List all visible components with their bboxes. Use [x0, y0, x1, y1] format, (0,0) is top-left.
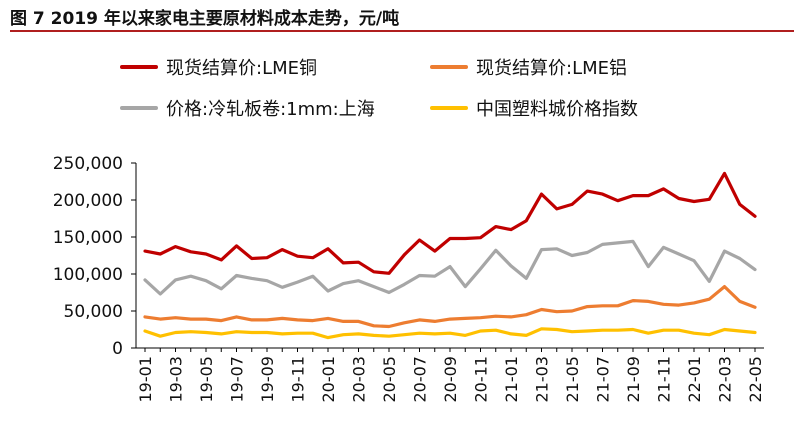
- legend-item-plastic: 中国塑料城价格指数: [430, 95, 638, 121]
- legend-label-steel: 价格:冷轧板卷:1mm:上海: [166, 99, 375, 120]
- y-tick-label: 200,000: [53, 191, 123, 211]
- y-tick-label: 50,000: [64, 302, 123, 322]
- y-tick-label: 0: [112, 339, 123, 359]
- x-tick-label: 21-09: [624, 356, 643, 403]
- series-line-2: [143, 239, 757, 296]
- legend-swatch-copper: [120, 65, 158, 69]
- legend-item-copper: 现货结算价:LME铜: [120, 54, 317, 80]
- x-tick-label: 21-03: [533, 356, 552, 403]
- legend-label-copper: 现货结算价:LME铜: [166, 58, 317, 79]
- x-tick-label: 20-01: [319, 356, 338, 403]
- series-line-0: [143, 171, 757, 275]
- x-tick-label: 19-05: [197, 356, 216, 403]
- x-tick-label: 19-01: [136, 356, 155, 403]
- x-tick-label: 22-01: [685, 356, 704, 403]
- y-tick-label: 250,000: [53, 154, 123, 174]
- x-tick-label: 22-03: [716, 356, 735, 403]
- x-tick-label: 20-05: [380, 356, 399, 403]
- figure-title: 图 7 2019 年以来家电主要原材料成本走势，元/吨: [10, 9, 400, 29]
- title-rule: [10, 30, 794, 32]
- legend-item-aluminum: 现货结算价:LME铝: [430, 54, 627, 80]
- series-line-3: [143, 327, 757, 340]
- legend-swatch-aluminum: [430, 65, 468, 69]
- legend-swatch-steel: [120, 106, 158, 110]
- y-tick-label: 150,000: [53, 228, 123, 248]
- x-tick-label: 19-07: [228, 356, 247, 403]
- series-line-1: [143, 285, 757, 329]
- x-tick-label: 19-03: [167, 356, 186, 403]
- x-tick-label: 19-09: [258, 356, 277, 403]
- x-tick-label: 21-01: [502, 356, 521, 403]
- legend-item-steel: 价格:冷轧板卷:1mm:上海: [120, 95, 375, 121]
- legend-label-plastic: 中国塑料城价格指数: [476, 99, 638, 120]
- x-tick-label: 20-11: [472, 356, 491, 403]
- x-tick-label: 20-07: [411, 356, 430, 403]
- x-tick-label: 19-11: [289, 356, 308, 403]
- x-tick-label: 22-05: [746, 356, 765, 403]
- x-tick-label: 20-03: [350, 356, 369, 403]
- legend-swatch-plastic: [430, 106, 468, 110]
- x-tick-label: 21-05: [563, 356, 582, 403]
- x-tick-label: 20-09: [441, 356, 460, 403]
- x-tick-label: 21-11: [655, 356, 674, 403]
- y-tick-label: 100,000: [53, 265, 123, 285]
- x-tick-label: 21-07: [594, 356, 613, 403]
- legend-label-aluminum: 现货结算价:LME铝: [476, 58, 627, 79]
